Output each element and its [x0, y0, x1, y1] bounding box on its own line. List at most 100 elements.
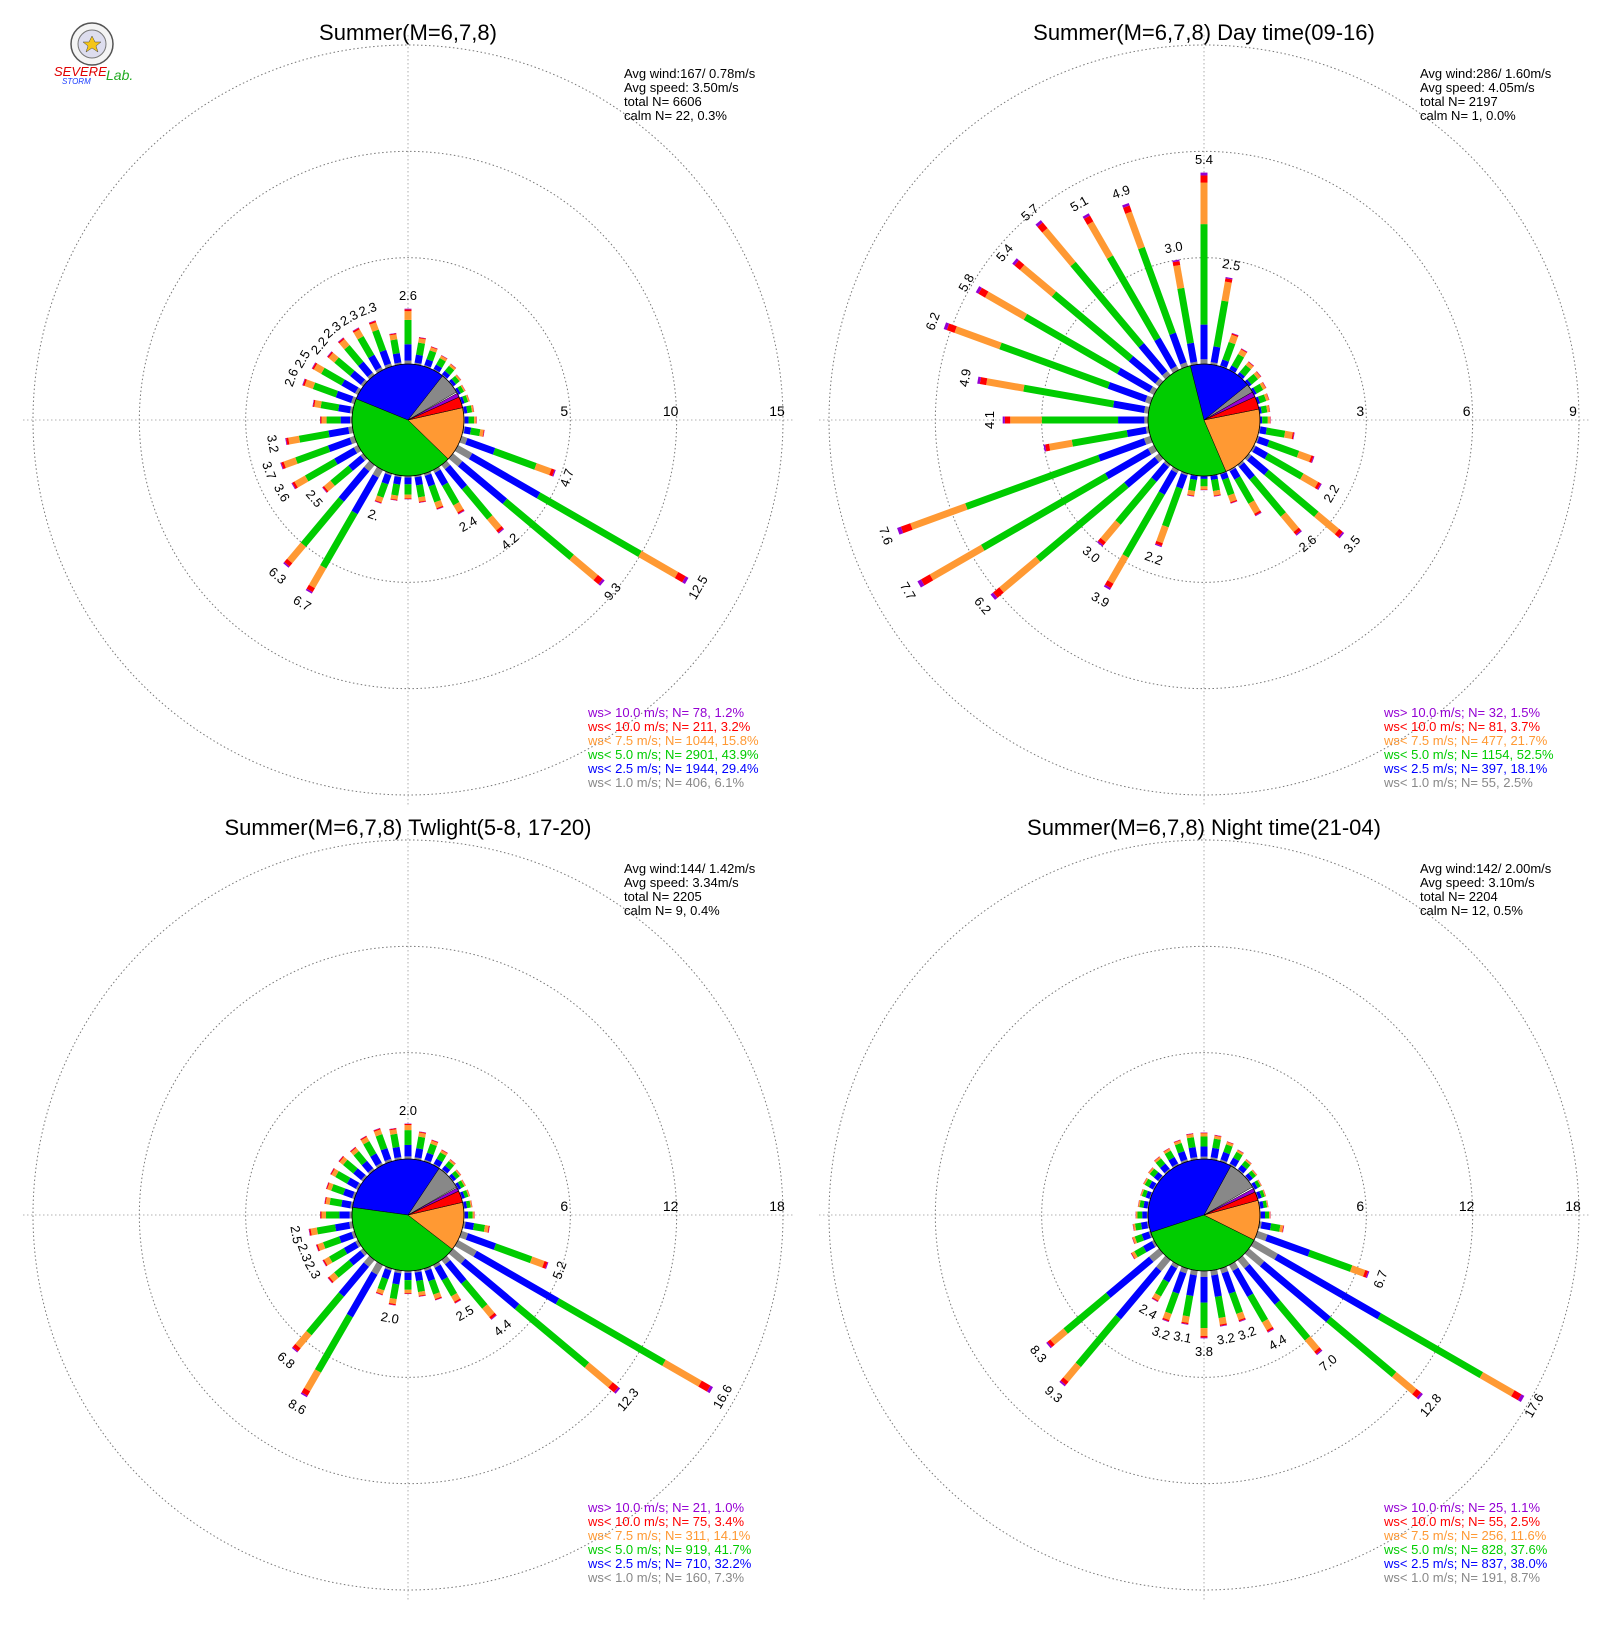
- bar-segment-lt10: [1046, 447, 1050, 448]
- bar-segment-lt7_5: [1302, 477, 1317, 485]
- bar-segment-lt1: [1157, 381, 1161, 384]
- bar-dir-60: [456, 1183, 464, 1187]
- bar-dir-30: [1232, 1151, 1241, 1166]
- bar-segment-lt2_5: [1223, 361, 1225, 367]
- bar-segment-lt7_5: [1045, 230, 1073, 264]
- bar-segment-lt5: [333, 468, 351, 483]
- bar-dir-120: 17.6: [1252, 1243, 1546, 1420]
- bar-segment-lt10: [1317, 485, 1319, 486]
- bar-segment-lt1: [1223, 1268, 1225, 1273]
- bar-segment-lt2_5: [385, 1270, 388, 1279]
- info-line: Avg speed: 3.50m/s: [624, 80, 739, 95]
- bar-segment-lt2_5: [1173, 334, 1184, 364]
- bar-segment-lt7_5: [1156, 1295, 1158, 1299]
- bar-segment-lt7_5: [535, 466, 550, 471]
- bar-label: 6.7: [291, 592, 314, 614]
- bar-segment-lt7_5: [640, 554, 677, 575]
- bar-segment-lt1: [357, 1243, 360, 1244]
- bar-segment-lt7_5: [1066, 1365, 1078, 1380]
- bar-segment-lt10: [295, 1346, 298, 1349]
- bar-segment-lt7_5: [342, 1159, 345, 1162]
- bar-segment-lt2_5: [1176, 1272, 1183, 1292]
- bar-label: 2.2: [1320, 482, 1342, 505]
- bar-segment-lt7_5: [1050, 443, 1073, 447]
- bar-segment-lt7_5: [1240, 1152, 1241, 1154]
- bar-segment-lt5: [1066, 1295, 1109, 1331]
- bar-segment-lt2_5: [373, 1155, 378, 1164]
- bar-segment-lt10: [460, 511, 461, 512]
- bar-segment-lt10: [305, 1390, 308, 1395]
- bar-segment-gt10: [494, 1317, 495, 1318]
- bar-segment-lt10: [353, 1149, 354, 1150]
- bar-segment-lt7_5: [443, 357, 444, 359]
- info-line: total N= 6606: [624, 94, 702, 109]
- bar-label: 5.4: [1195, 152, 1213, 167]
- bar-segment-lt10: [330, 354, 331, 355]
- bar-segment-lt7_5: [342, 341, 347, 347]
- bar-segment-lt5: [447, 368, 451, 373]
- bar-segment-lt2_5: [428, 1154, 431, 1161]
- bar-segment-lt5: [419, 485, 421, 497]
- legend-entry-lt7_5: ws< 7.5 m/s; N= 1044, 15.8%: [587, 733, 759, 748]
- bar-segment-lt10: [700, 1384, 709, 1389]
- bar-segment-lt1: [451, 1251, 463, 1261]
- bar-segment-lt10: [1296, 530, 1298, 533]
- bar-segment-lt10: [1228, 279, 1229, 282]
- bar-dir-70: [461, 1193, 469, 1196]
- bar-segment-lt1: [1165, 373, 1168, 377]
- bar-segment-lt10: [492, 1315, 494, 1317]
- bar-segment-lt7_5: [1160, 526, 1166, 542]
- bar-segment-gt10: [1520, 1397, 1523, 1399]
- bar-dir-100: [463, 1225, 489, 1230]
- bar-segment-lt1: [444, 1258, 448, 1262]
- bar-segment-lt1: [1174, 468, 1176, 471]
- bar-dir-30: [436, 1151, 445, 1166]
- bar-label: 3.7: [259, 459, 279, 481]
- info-line: Avg wind:142/ 2.00m/s: [1420, 861, 1552, 876]
- bar-segment-lt7_5: [319, 1246, 324, 1248]
- legend-entry-lt5: ws< 5.0 m/s; N= 1154, 52.5%: [1383, 747, 1554, 762]
- bar-dir-100: [463, 430, 484, 434]
- bar-segment-lt7_5: [1190, 1135, 1191, 1138]
- bar-segment-lt2_5: [428, 1270, 432, 1280]
- legend-entry-gt10: ws> 10.0 m/s; N= 21, 1.0%: [587, 1500, 745, 1515]
- bar-label: 3.9: [1089, 588, 1112, 610]
- center-pie: [1148, 364, 1260, 476]
- bar-dir-180: 3.8: [1195, 1271, 1213, 1359]
- bar-segment-lt7_5: [1133, 1254, 1136, 1256]
- bar-segment-lt5: [321, 405, 339, 408]
- bar-segment-lt7_5: [311, 1231, 317, 1232]
- bar-segment-lt5: [1259, 398, 1265, 400]
- info-line: Avg wind:144/ 1.42m/s: [624, 861, 756, 876]
- bar-segment-lt7_5: [421, 1291, 422, 1295]
- bar-segment-lt10: [1176, 262, 1177, 266]
- bar-segment-lt5: [1242, 367, 1248, 374]
- bar-segment-lt7_5: [1110, 556, 1125, 582]
- bar-segment-lt7_5: [1217, 1136, 1218, 1139]
- bar-segment-lt2_5: [451, 382, 453, 384]
- bar-segment-lt7_5: [298, 1333, 309, 1346]
- bar-label: 8.3: [1027, 1342, 1050, 1365]
- bar-segment-lt5: [1186, 1296, 1190, 1316]
- bar-segment-lt10: [325, 1262, 326, 1263]
- bar-segment-lt2_5: [451, 1176, 454, 1178]
- bar-segment-lt7_5: [1298, 454, 1310, 458]
- bar-segment-lt2_5: [1214, 476, 1215, 480]
- ring-label: 9: [1569, 403, 1577, 419]
- bar-segment-lt1: [370, 375, 372, 377]
- bar-segment-lt7_5: [480, 433, 483, 434]
- bar-segment-lt10: [1101, 540, 1104, 543]
- bar-segment-lt7_5: [443, 1152, 444, 1154]
- info-line: calm N= 9, 0.4%: [624, 903, 720, 918]
- bar-segment-lt10: [1050, 1342, 1053, 1344]
- bar-segment-gt10: [1319, 486, 1320, 487]
- bar-segment-lt7_5: [333, 1172, 337, 1174]
- bar-segment-lt1: [1146, 399, 1151, 401]
- bar-segment-lt1: [1174, 1263, 1176, 1266]
- bar-segment-lt2_5: [1141, 1225, 1147, 1226]
- info-line: Avg speed: 3.10m/s: [1420, 875, 1535, 890]
- bar-segment-lt5: [1251, 1173, 1254, 1176]
- legend-entry-lt2_5: ws< 2.5 m/s; N= 397, 18.1%: [1383, 761, 1548, 776]
- bar-segment-lt10: [550, 472, 553, 473]
- bar-dir-310: [1150, 1170, 1161, 1179]
